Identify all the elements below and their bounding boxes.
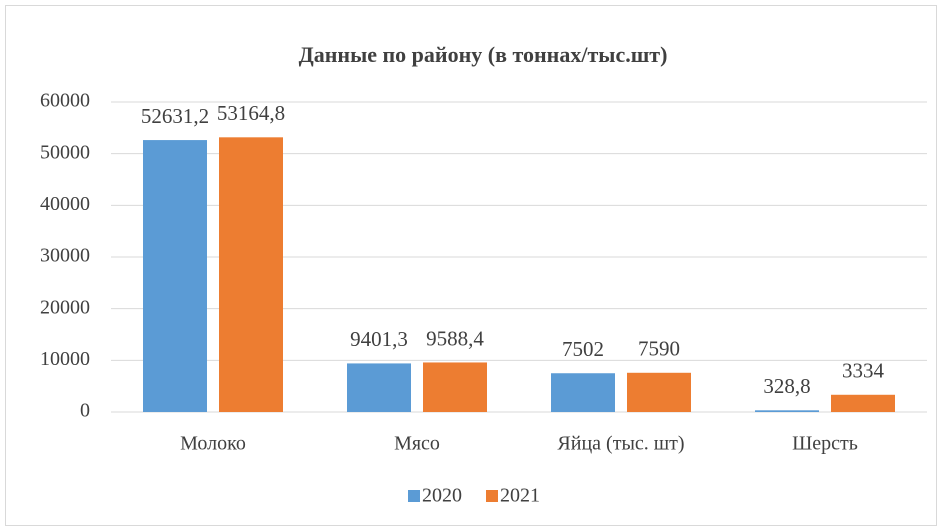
bar	[143, 140, 207, 412]
y-tick-label: 10000	[40, 348, 90, 370]
bar	[219, 137, 283, 413]
bar	[551, 373, 615, 412]
y-tick-label: 20000	[40, 296, 90, 318]
data-label: 328,8	[763, 374, 810, 398]
legend-label: 2021	[500, 485, 540, 507]
x-tick-label: Яйца (тыс. шт)	[557, 433, 684, 455]
legend-label: 2020	[422, 485, 462, 507]
y-tick-label: 50000	[40, 141, 90, 163]
x-tick-label: Мясо	[394, 433, 440, 455]
y-tick-label: 40000	[40, 193, 90, 215]
data-label: 53164,8	[217, 101, 285, 125]
x-tick-label: Молоко	[180, 433, 246, 455]
data-label: 7502	[562, 337, 604, 361]
x-tick-label: Шерсть	[792, 433, 858, 455]
bar	[627, 372, 691, 412]
y-tick-label: 60000	[40, 90, 90, 112]
y-tick-label: 0	[80, 400, 90, 422]
bar	[347, 363, 411, 412]
data-label: 7590	[638, 337, 680, 361]
data-label: 52631,2	[141, 104, 209, 128]
data-label: 9401,3	[350, 327, 408, 351]
bar	[755, 410, 819, 412]
legend-swatch	[408, 490, 420, 502]
y-tick-label: 30000	[40, 245, 90, 267]
bar	[423, 362, 487, 412]
legend-swatch	[486, 490, 498, 502]
data-label: 9588,4	[426, 326, 484, 350]
chart-title: Данные по району (в тоннах/тыс.шт)	[299, 42, 668, 67]
bar	[831, 394, 895, 412]
data-label: 3334	[842, 359, 885, 383]
